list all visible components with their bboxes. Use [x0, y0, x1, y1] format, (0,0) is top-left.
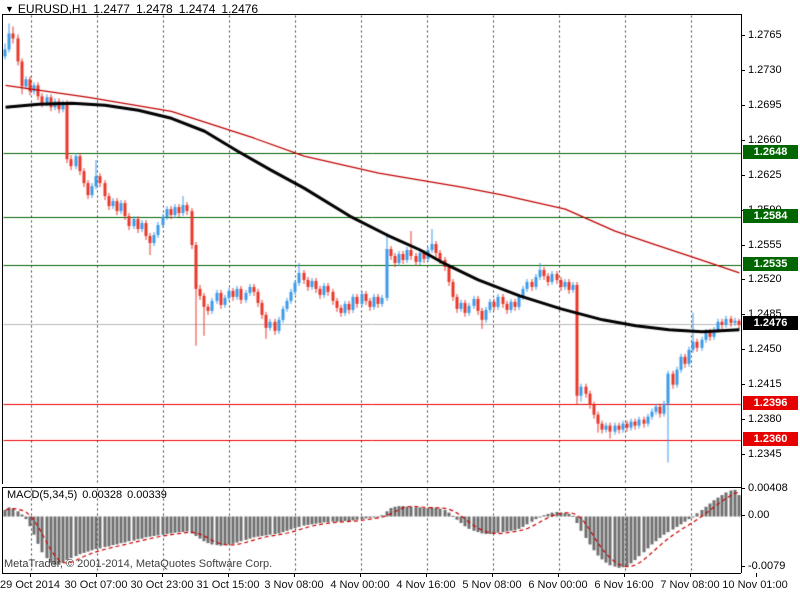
time-axis-tick — [294, 573, 295, 577]
time-axis-tick — [30, 573, 31, 577]
ohlc-low-value: 1.2474 — [178, 2, 216, 16]
time-axis-label: 5 Nov 08:00 — [462, 579, 522, 591]
price-axis-label: 1.2730 — [748, 64, 782, 76]
macd-signal-value: 0.00339 — [127, 489, 167, 501]
copyright-text: MetaTrader, © 2001-2014, MetaQuotes Soft… — [4, 558, 273, 570]
price-axis-tick — [741, 349, 745, 350]
chart-header: ▼ EURUSD,H1 1.2477 1.2478 1.2474 1.2476 — [5, 2, 258, 16]
price-axis-tick — [741, 35, 745, 36]
time-axis-label: 4 Nov 00:00 — [330, 579, 390, 591]
ohlc-close-value: 1.2476 — [221, 2, 259, 16]
price-axis-label: 1.2380 — [748, 413, 782, 425]
price-tag-current: 1.2476 — [743, 316, 798, 330]
time-axis-tick — [690, 573, 691, 577]
time-axis-tick — [492, 573, 493, 577]
time-axis-label: 4 Nov 16:00 — [396, 579, 456, 591]
time-axis-label: 6 Nov 16:00 — [594, 579, 654, 591]
macd-axis-tick — [741, 515, 745, 516]
macd-axis-tick — [741, 566, 745, 567]
macd-panel[interactable]: MACD(5,34,5) 0.00328 0.00339 — [2, 487, 741, 574]
symbol-timeframe-label: EURUSD,H1 — [17, 2, 88, 16]
macd-main-value: 0.00328 — [82, 489, 123, 501]
time-axis-tick — [756, 573, 757, 577]
time-axis-tick — [228, 573, 229, 577]
price-tag-resistance: 1.2648 — [743, 145, 798, 159]
price-axis-label: 1.2345 — [748, 448, 782, 460]
candlestick-canvas[interactable] — [3, 15, 741, 484]
price-tag-resistance: 1.2584 — [743, 209, 798, 223]
time-axis-tick — [426, 573, 427, 577]
price-axis-tick — [741, 70, 745, 71]
price-axis-tick — [741, 279, 745, 280]
macd-axis-tick — [741, 488, 745, 489]
price-axis-border — [741, 14, 742, 573]
time-axis-label: 10 Nov 01:00 — [722, 579, 788, 591]
price-axis-tick — [741, 419, 745, 420]
macd-axis-label: 0.00408 — [748, 482, 788, 494]
time-axis-tick — [96, 573, 97, 577]
time-axis-label: 7 Nov 08:00 — [660, 579, 720, 591]
time-axis-label: 30 Oct 07:00 — [64, 579, 128, 591]
ohlc-open-value: 1.2477 — [93, 2, 130, 16]
price-axis-label: 1.2625 — [748, 169, 782, 181]
macd-indicator-label: MACD(5,34,5) 0.00328 0.00339 — [7, 489, 172, 501]
macd-axis-label: -0.0079 — [748, 560, 786, 572]
time-axis-label: 29 Oct 2014 — [0, 579, 60, 591]
price-axis-tick — [741, 140, 745, 141]
price-axis-label: 1.2660 — [748, 134, 782, 146]
time-axis-label: 30 Oct 23:00 — [130, 579, 194, 591]
symbol-dropdown-icon[interactable]: ▼ — [5, 4, 14, 14]
price-axis-label: 1.2555 — [748, 239, 782, 251]
price-tag-resistance: 1.2535 — [743, 257, 798, 271]
price-axis-tick — [741, 384, 745, 385]
macd-axis-label: 0.00 — [748, 509, 770, 521]
price-axis-label: 1.2450 — [748, 343, 782, 355]
time-axis-label: 31 Oct 15:00 — [196, 579, 260, 591]
price-axis-label: 1.2695 — [748, 99, 782, 111]
price-axis-tick — [741, 454, 745, 455]
time-axis[interactable]: 29 Oct 2014 30 Oct 07:00 30 Oct 23:00 31 Oc… — [0, 573, 800, 600]
time-axis-tick — [360, 573, 361, 577]
time-axis-label: 3 Nov 08:00 — [264, 579, 324, 591]
price-axis[interactable]: 1.27651.27301.26951.26601.26251.25901.25… — [741, 0, 800, 600]
time-axis-tick — [162, 573, 163, 577]
macd-canvas[interactable] — [3, 488, 741, 573]
price-axis-label: 1.2765 — [748, 29, 782, 41]
price-axis-label: 1.2415 — [748, 378, 782, 390]
price-tag-support: 1.2396 — [743, 396, 798, 410]
price-axis-tick — [741, 105, 745, 106]
price-axis-tick — [741, 314, 745, 315]
macd-name: MACD(5,34,5) — [7, 489, 78, 501]
price-axis-tick — [741, 175, 745, 176]
time-axis-tick — [558, 573, 559, 577]
price-axis-tick — [741, 245, 745, 246]
time-axis-label: 6 Nov 00:00 — [528, 579, 588, 591]
price-tag-support: 1.2360 — [743, 432, 798, 446]
ohlc-high-value: 1.2478 — [135, 2, 173, 16]
main-chart-area[interactable] — [2, 14, 741, 484]
time-axis-tick — [624, 573, 625, 577]
price-axis-label: 1.2520 — [748, 273, 782, 285]
